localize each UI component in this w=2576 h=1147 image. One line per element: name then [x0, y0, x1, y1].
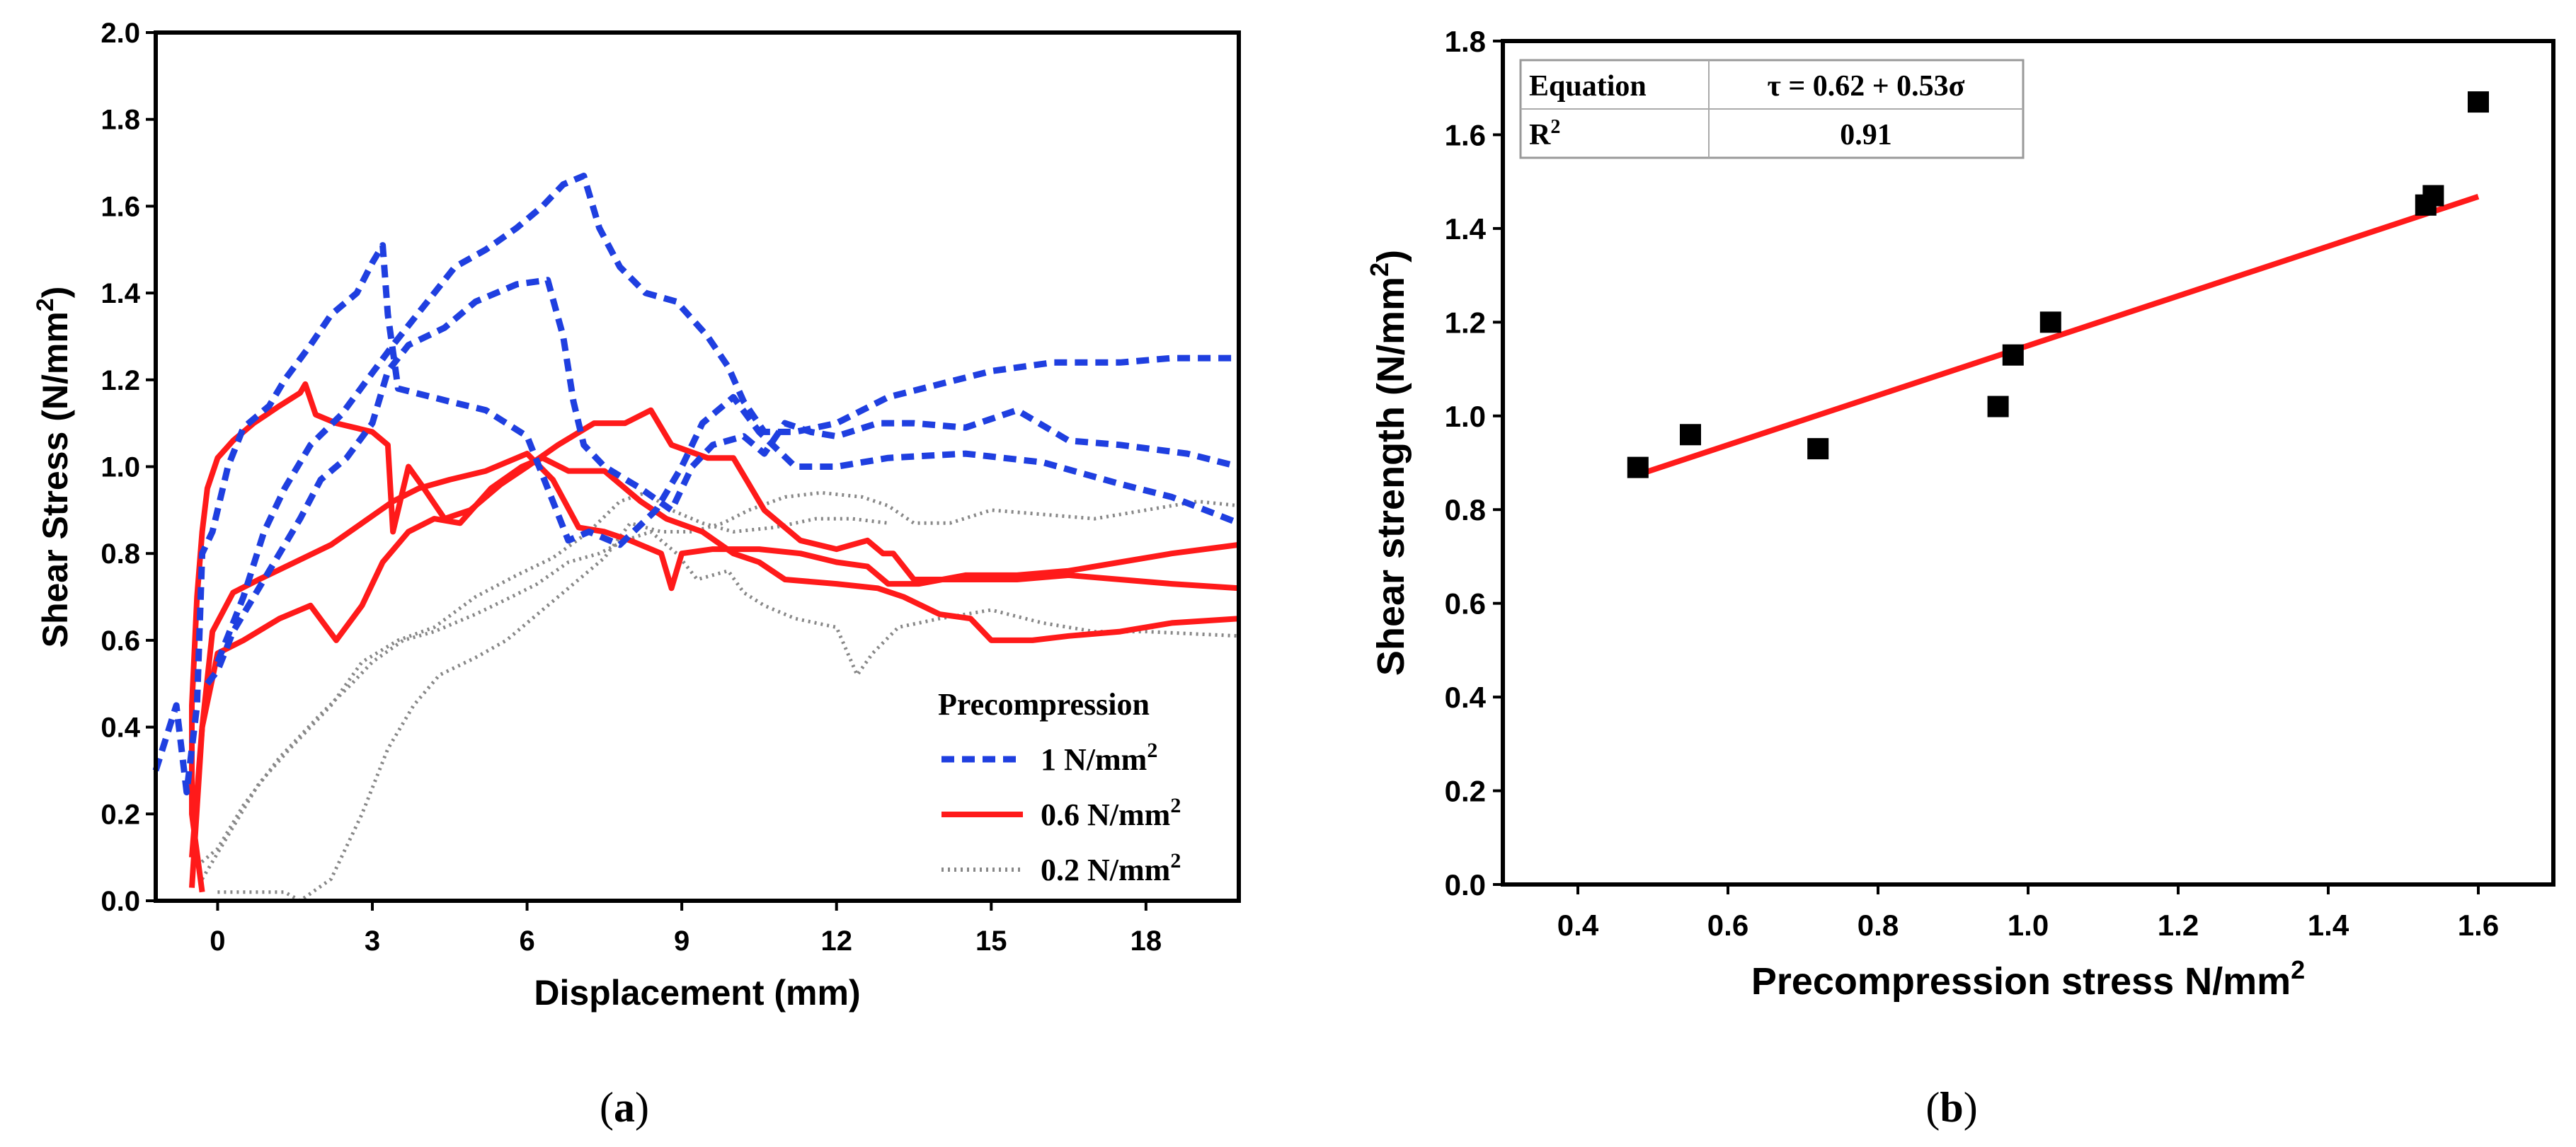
legend-label-3: 0.2 N/mm2: [1041, 849, 1181, 887]
a-x-tick-label-0: 0: [210, 926, 225, 957]
panel-a: 0.0 0.2 0.4 0.6 0.8 1.0 1.2 1.4 1.6 1.8 2.0 0 3 6 9 12…: [32, 18, 1241, 1131]
equation-value: τ = 0.62 + 0.53σ: [1767, 70, 1964, 103]
b-data-point-2: [1807, 438, 1829, 460]
panel-a-y-label-sup: 2: [32, 298, 59, 311]
panel-b-y-axis-label: Shear strength (N/mm2): [1365, 250, 1412, 676]
b-data-point-0: [1627, 456, 1649, 478]
a-y-tick-label-6: 1.2: [101, 365, 140, 396]
legend-label-2-sup: 2: [1170, 794, 1181, 817]
a-series-1-curve-2: [189, 455, 1240, 888]
panel-b-plot-frame: [1501, 39, 2555, 887]
a-x-tick-label-1: 3: [365, 926, 380, 957]
a-y-tick-label-7: 1.4: [101, 278, 140, 309]
panel-a-y-ticks: 0.0 0.2 0.4 0.6 0.8 1.0 1.2 1.4 1.6 1.8 2.0: [101, 18, 156, 917]
panel-b-x-label-sup: 2: [2291, 955, 2305, 984]
panel-b-caption: (b): [1925, 1084, 1977, 1131]
panel-a-y-label-end: ): [35, 287, 75, 299]
a-x-tick-label-2: 6: [519, 926, 534, 957]
b-data-point-7: [2422, 185, 2444, 207]
r-squared-label-sup: 2: [1550, 116, 1560, 138]
b-y-tick-label-9: 1.8: [1445, 25, 1486, 58]
panel-a-caption: (a): [600, 1084, 649, 1131]
equation-label: Equation: [1529, 70, 1647, 103]
panel-b-y-ticks: 0.0 0.2 0.4 0.6 0.8 1.0 1.2 1.4 1.6 1.8: [1445, 25, 1503, 901]
legend-label-2: 0.6 N/mm2: [1041, 794, 1181, 832]
panel-b-fit-line: [1637, 194, 2480, 478]
panel-b-x-label-main: Precompression stress N/mm: [1751, 960, 2291, 1003]
b-x-tick-label-6: 1.6: [2458, 909, 2499, 942]
b-x-tick-label-2: 0.8: [1857, 909, 1899, 942]
a-y-tick-label-8: 1.6: [101, 191, 140, 222]
a-x-tick-label-6: 18: [1130, 926, 1162, 957]
b-x-tick-label-4: 1.2: [2158, 909, 2199, 942]
r-squared-value: 0.91: [1840, 119, 1892, 151]
legend-label-2-main: 0.6 N/mm: [1041, 797, 1170, 832]
b-y-tick-label-3: 0.6: [1445, 587, 1486, 621]
legend-label-1: 1 N/mm2: [1041, 739, 1157, 777]
panel-b-y-label-sup: 2: [1365, 263, 1394, 277]
panel-b-x-ticks: 0.4 0.6 0.8 1.0 1.2 1.4 1.6: [1557, 884, 2499, 942]
panel-a-y-axis-label: Shear Stress (N/mm2): [32, 287, 75, 648]
a-x-tick-label-5: 15: [975, 926, 1007, 957]
b-x-tick-label-1: 0.6: [1707, 909, 1748, 942]
legend-label-1-main: 1 N/mm: [1041, 742, 1147, 777]
a-y-tick-label-4: 0.8: [101, 538, 140, 570]
a-y-tick-label-2: 0.4: [101, 713, 140, 744]
legend-label-3-main: 0.2 N/mm: [1041, 853, 1170, 887]
a-series-2-curve-0: [195, 530, 1240, 868]
a-y-tick-label-0: 0.0: [101, 886, 140, 917]
panel-b-x-axis-label: Precompression stress N/mm2: [1751, 955, 2305, 1003]
a-y-tick-label-9: 1.8: [101, 105, 140, 136]
a-x-tick-label-3: 9: [674, 926, 689, 957]
panel-a-legend: Precompression 1 N/mm2 0.6 N/mm2 0.2 N/m…: [938, 687, 1181, 887]
legend-label-1-sup: 2: [1147, 739, 1157, 762]
panel-b-data-points: [1627, 91, 2489, 478]
equation-table: Equation τ = 0.62 + 0.53σ R2 0.91: [1519, 59, 2025, 159]
panel-a-x-ticks: 0 3 6 9 12 15 18: [210, 901, 1162, 957]
r-squared-label-main: R: [1529, 119, 1551, 151]
a-y-tick-label-1: 0.2: [101, 799, 140, 830]
b-x-tick-label-5: 1.4: [2308, 909, 2349, 942]
b-y-tick-label-0: 0.0: [1445, 868, 1486, 901]
a-y-tick-label-3: 0.6: [101, 626, 140, 657]
b-y-tick-label-6: 1.2: [1445, 306, 1486, 339]
panel-a-y-label-main: Shear Stress (N/mm: [35, 311, 75, 647]
b-y-tick-label-7: 1.4: [1445, 212, 1487, 246]
b-data-point-5: [2039, 311, 2061, 333]
a-x-tick-label-4: 12: [820, 926, 852, 957]
panel-b: 0.0 0.2 0.4 0.6 0.8 1.0 1.2 1.4 1.6 1.8 0.4 0.6 0.8…: [1365, 25, 2555, 1131]
a-series-0-curve-1: [205, 277, 1240, 686]
r-squared-label: R2: [1529, 116, 1560, 151]
b-y-tick-label-4: 0.8: [1445, 493, 1486, 526]
b-y-tick-label-2: 0.4: [1445, 681, 1487, 714]
panel-a-caption-letter: a: [614, 1084, 635, 1131]
panel-a-x-axis-label: Displacement (mm): [534, 973, 860, 1013]
b-y-tick-label-5: 1.0: [1445, 400, 1486, 433]
a-y-tick-label-10: 2.0: [101, 18, 140, 49]
panel-b-y-label-end: ): [1370, 250, 1412, 263]
a-series-0-curve-0: [152, 242, 1240, 796]
b-data-point-4: [2002, 344, 2024, 366]
legend-title: Precompression: [938, 687, 1150, 722]
b-y-tick-label-1: 0.2: [1445, 775, 1486, 808]
b-y-tick-label-8: 1.6: [1445, 118, 1486, 151]
panel-b-caption-letter: b: [1940, 1084, 1963, 1131]
b-x-tick-label-0: 0.4: [1557, 909, 1599, 942]
b-data-point-1: [1680, 424, 1701, 446]
b-data-point-3: [1987, 396, 2009, 417]
b-data-point-8: [2468, 91, 2489, 113]
a-series-0-curve-2: [214, 173, 1239, 664]
panel-b-y-label-main: Shear strength (N/mm: [1370, 277, 1412, 676]
a-y-tick-label-5: 1.0: [101, 452, 140, 483]
b-x-tick-label-3: 1.0: [2008, 909, 2049, 942]
panel-a-curves: [152, 173, 1240, 903]
a-series-1-curve-1: [189, 451, 1240, 858]
legend-label-3-sup: 2: [1170, 849, 1181, 872]
